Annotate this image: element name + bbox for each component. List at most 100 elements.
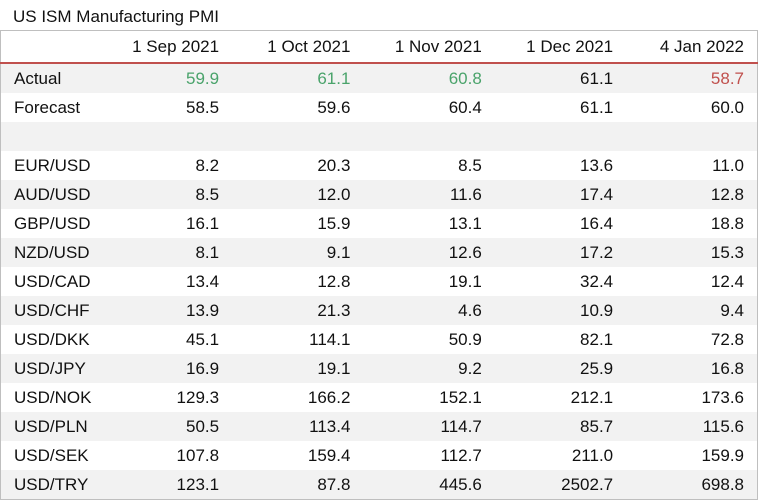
table-cell bbox=[626, 122, 758, 151]
table-cell: 60.4 bbox=[363, 93, 495, 122]
table-cell: 4.6 bbox=[363, 296, 495, 325]
row-label bbox=[0, 122, 101, 151]
table-cell: 16.8 bbox=[626, 354, 758, 383]
table-cell: 114.7 bbox=[363, 412, 495, 441]
table-row: GBP/USD 16.1 15.9 13.1 16.4 18.8 bbox=[0, 209, 758, 238]
table-cell: 17.2 bbox=[494, 238, 627, 267]
table-cell: 11.0 bbox=[626, 151, 758, 180]
table-cell: 8.5 bbox=[100, 180, 233, 209]
table-cell: 50.5 bbox=[100, 412, 233, 441]
table-cell: 61.1 bbox=[494, 63, 627, 93]
table-cell: 12.0 bbox=[232, 180, 364, 209]
table-cell: 19.1 bbox=[363, 267, 495, 296]
row-label: USD/DKK bbox=[0, 325, 101, 354]
table-cell: 87.8 bbox=[232, 470, 364, 500]
table-row: USD/PLN 50.5 113.4 114.7 85.7 115.6 bbox=[0, 412, 758, 441]
column-header: 1 Sep 2021 bbox=[100, 30, 233, 64]
table-row: USD/SEK 107.8 159.4 112.7 211.0 159.9 bbox=[0, 441, 758, 470]
table-cell: 21.3 bbox=[232, 296, 364, 325]
row-label: USD/NOK bbox=[0, 383, 101, 412]
row-label: AUD/USD bbox=[0, 180, 101, 209]
table-cell: 129.3 bbox=[100, 383, 233, 412]
row-label: GBP/USD bbox=[0, 209, 101, 238]
table-cell: 50.9 bbox=[363, 325, 495, 354]
actual-row: Actual 59.9 61.1 60.8 61.1 58.7 bbox=[0, 63, 758, 93]
table-cell: 9.4 bbox=[626, 296, 758, 325]
table-cell: 211.0 bbox=[494, 441, 627, 470]
table-cell: 698.8 bbox=[626, 470, 758, 500]
table-cell: 2502.7 bbox=[494, 470, 627, 500]
table-cell: 85.7 bbox=[494, 412, 627, 441]
table-cell: 11.6 bbox=[363, 180, 495, 209]
row-label: USD/PLN bbox=[0, 412, 101, 441]
table-cell: 72.8 bbox=[626, 325, 758, 354]
table-row: USD/JPY 16.9 19.1 9.2 25.9 16.8 bbox=[0, 354, 758, 383]
table-cell: 59.6 bbox=[232, 93, 364, 122]
row-label: USD/SEK bbox=[0, 441, 101, 470]
table-cell: 173.6 bbox=[626, 383, 758, 412]
table-cell: 152.1 bbox=[363, 383, 495, 412]
table-cell: 82.1 bbox=[494, 325, 627, 354]
header-row: 1 Sep 2021 1 Oct 2021 1 Nov 2021 1 Dec 2… bbox=[0, 30, 758, 64]
table-cell: 13.6 bbox=[494, 151, 627, 180]
table-row: AUD/USD 8.5 12.0 11.6 17.4 12.8 bbox=[0, 180, 758, 209]
table-cell: 159.9 bbox=[626, 441, 758, 470]
table-cell: 32.4 bbox=[494, 267, 627, 296]
table-body: Actual 59.9 61.1 60.8 61.1 58.7 Forecast 58.5 59… bbox=[0, 63, 758, 500]
table-cell bbox=[100, 122, 233, 151]
table-cell: 18.8 bbox=[626, 209, 758, 238]
table-cell: 9.2 bbox=[363, 354, 495, 383]
table-cell: 114.1 bbox=[232, 325, 364, 354]
column-header: 4 Jan 2022 bbox=[626, 30, 758, 64]
table-cell: 113.4 bbox=[232, 412, 364, 441]
table-cell: 17.4 bbox=[494, 180, 627, 209]
row-label: Forecast bbox=[0, 93, 101, 122]
table-cell: 20.3 bbox=[232, 151, 364, 180]
table-cell: 12.8 bbox=[232, 267, 364, 296]
table-cell: 16.4 bbox=[494, 209, 627, 238]
table-cell: 112.7 bbox=[363, 441, 495, 470]
row-label: USD/CHF bbox=[0, 296, 101, 325]
row-label: USD/CAD bbox=[0, 267, 101, 296]
row-label: USD/JPY bbox=[0, 354, 101, 383]
table-cell: 61.1 bbox=[494, 93, 627, 122]
row-label: NZD/USD bbox=[0, 238, 101, 267]
column-header: 1 Dec 2021 bbox=[494, 30, 627, 64]
row-label: EUR/USD bbox=[0, 151, 101, 180]
table-cell: 45.1 bbox=[100, 325, 233, 354]
table-cell: 61.1 bbox=[232, 63, 364, 93]
column-header: 1 Oct 2021 bbox=[232, 30, 364, 64]
table-cell: 10.9 bbox=[494, 296, 627, 325]
table-cell: 15.9 bbox=[232, 209, 364, 238]
table-cell: 58.7 bbox=[626, 63, 758, 93]
header-corner bbox=[0, 30, 101, 64]
table-cell: 13.9 bbox=[100, 296, 233, 325]
table-cell: 16.9 bbox=[100, 354, 233, 383]
table-row: NZD/USD 8.1 9.1 12.6 17.2 15.3 bbox=[0, 238, 758, 267]
table-cell: 19.1 bbox=[232, 354, 364, 383]
table-cell: 212.1 bbox=[494, 383, 627, 412]
table-row: USD/NOK 129.3 166.2 152.1 212.1 173.6 bbox=[0, 383, 758, 412]
table-cell: 9.1 bbox=[232, 238, 364, 267]
table-row: USD/DKK 45.1 114.1 50.9 82.1 72.8 bbox=[0, 325, 758, 354]
row-label: Actual bbox=[0, 63, 101, 93]
table-cell: 8.5 bbox=[363, 151, 495, 180]
table-cell bbox=[232, 122, 364, 151]
forecast-row: Forecast 58.5 59.6 60.4 61.1 60.0 bbox=[0, 93, 758, 122]
table-cell bbox=[363, 122, 495, 151]
column-header: 1 Nov 2021 bbox=[363, 30, 495, 64]
spacer-row bbox=[0, 122, 758, 151]
table-cell: 60.8 bbox=[363, 63, 495, 93]
table-cell: 60.0 bbox=[626, 93, 758, 122]
table-cell: 166.2 bbox=[232, 383, 364, 412]
table-title: US ISM Manufacturing PMI bbox=[13, 7, 219, 26]
table-row: USD/TRY 123.1 87.8 445.6 2502.7 698.8 bbox=[0, 470, 758, 500]
table-cell: 59.9 bbox=[100, 63, 233, 93]
table-cell bbox=[494, 122, 627, 151]
table-cell: 115.6 bbox=[626, 412, 758, 441]
table-cell: 123.1 bbox=[100, 470, 233, 500]
table-cell: 58.5 bbox=[100, 93, 233, 122]
table-cell: 13.4 bbox=[100, 267, 233, 296]
table-cell: 159.4 bbox=[232, 441, 364, 470]
table-cell: 12.4 bbox=[626, 267, 758, 296]
